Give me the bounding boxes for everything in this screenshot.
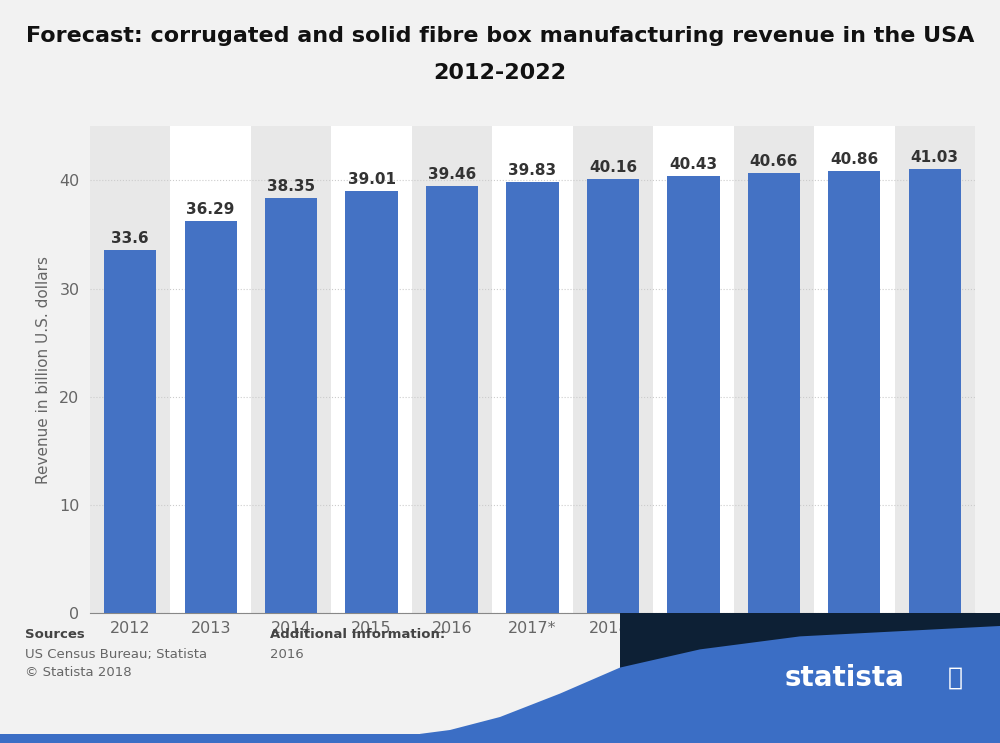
Bar [426,186,478,613]
Text: 39.01: 39.01 [348,172,396,187]
Text: 2016: 2016 [270,648,304,661]
Bar [587,178,639,613]
Text: statista: statista [785,664,905,692]
Text: 38.35: 38.35 [267,180,315,195]
Text: 40.16: 40.16 [589,160,637,175]
Text: 40.43: 40.43 [669,157,717,172]
Bar [828,171,880,613]
Bar [412,126,492,613]
Bar [251,126,331,613]
Bar [345,191,398,613]
Text: 41.03: 41.03 [911,151,959,166]
Bar [667,176,720,613]
Bar [909,169,961,613]
Bar [331,126,412,613]
Bar [748,173,800,613]
Text: 33.6: 33.6 [111,231,149,246]
Bar [653,126,734,613]
Bar [170,126,251,613]
Text: ⧄: ⧄ [948,666,962,690]
Text: 40.86: 40.86 [830,152,878,167]
Text: US Census Bureau; Statista
© Statista 2018: US Census Bureau; Statista © Statista 20… [25,648,207,679]
Text: 39.46: 39.46 [428,167,476,183]
Bar [492,126,573,613]
Bar [573,126,653,613]
Bar [734,126,814,613]
Text: Forecast: corrugated and solid fibre box manufacturing revenue in the USA: Forecast: corrugated and solid fibre box… [26,26,974,46]
Bar [90,126,170,613]
Text: 40.66: 40.66 [750,155,798,169]
Text: 39.83: 39.83 [508,163,557,178]
Bar [0,734,1000,743]
Polygon shape [420,626,1000,743]
Text: Sources: Sources [25,628,85,640]
Bar [620,613,1000,743]
Y-axis label: Revenue in billion U.S. dollars: Revenue in billion U.S. dollars [36,256,51,484]
Text: 2012-2022: 2012-2022 [434,63,566,83]
Bar [185,221,237,613]
Bar [895,126,975,613]
Text: Additional Information:: Additional Information: [270,628,445,640]
Text: 36.29: 36.29 [186,201,235,217]
Bar [265,198,317,613]
Bar [104,250,156,613]
Bar [814,126,895,613]
Bar [506,182,559,613]
